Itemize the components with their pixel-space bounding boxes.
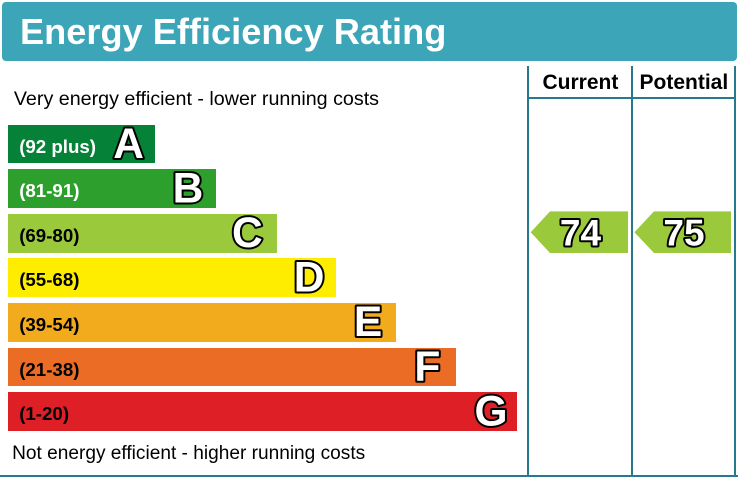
svg-text:B: B xyxy=(173,165,204,212)
svg-text:75: 75 xyxy=(663,212,704,253)
svg-text:A: A xyxy=(113,121,144,168)
svg-text:F: F xyxy=(414,344,440,391)
svg-text:G: G xyxy=(475,388,508,435)
svg-text:E: E xyxy=(354,299,382,346)
svg-text:C: C xyxy=(232,210,263,257)
svg-text:74: 74 xyxy=(560,212,602,253)
svg-text:D: D xyxy=(294,255,325,302)
